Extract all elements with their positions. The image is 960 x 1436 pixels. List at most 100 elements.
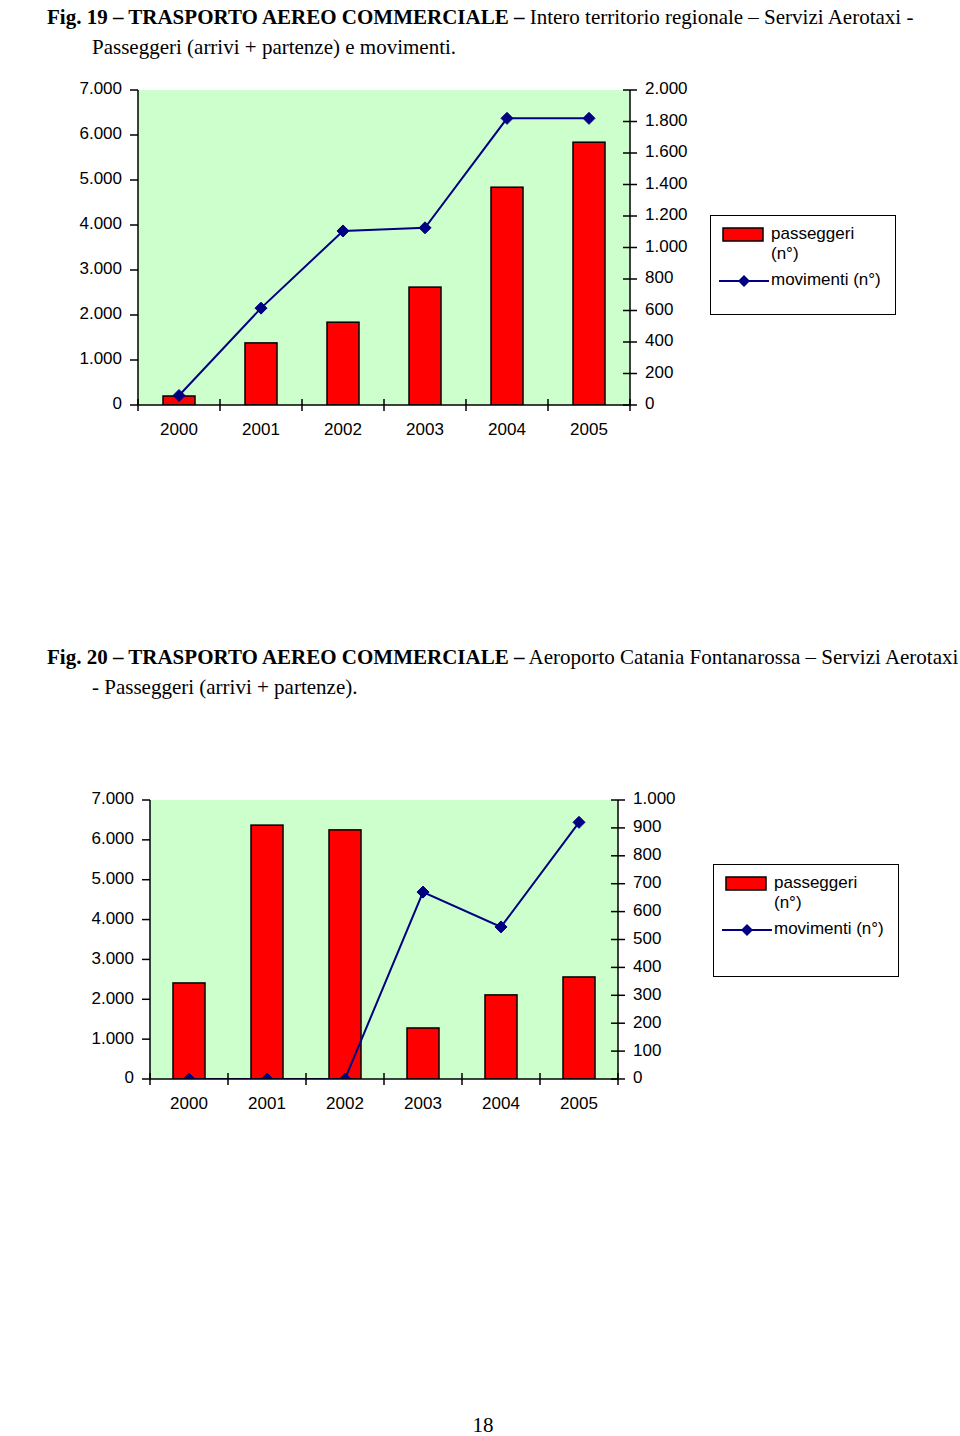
legend-label: passeggeri (n°): [774, 873, 889, 913]
y2-tick: [623, 278, 637, 280]
y2-tick: [623, 215, 637, 217]
y2-tick-label: 800: [645, 268, 673, 287]
y-tick-label: 2.000: [91, 989, 134, 1008]
y-tick-label: 7.000: [91, 789, 134, 808]
legend-swatch: [717, 224, 771, 246]
y-tick: [142, 799, 150, 801]
y2-tick-label: 500: [633, 929, 661, 948]
y2-tick-label: 400: [633, 957, 661, 976]
bar: [407, 1028, 439, 1079]
y2-tick: [611, 855, 625, 857]
y-tick-label: 5.000: [91, 869, 134, 888]
y2-tick-label: 1.800: [645, 111, 688, 130]
bar: [173, 983, 205, 1079]
legend-swatch: [720, 873, 774, 895]
y2-tick-label: 1.400: [645, 174, 688, 193]
y2-tick: [623, 247, 637, 249]
x-tick: [547, 399, 549, 411]
marker: [501, 112, 513, 124]
y2-tick-label: 400: [645, 331, 673, 350]
bar: [485, 995, 517, 1079]
y-tick: [130, 134, 138, 136]
bar: [563, 977, 595, 1079]
bar: [245, 343, 277, 405]
y2-tick-label: 600: [633, 901, 661, 920]
y2-tick-label: 0: [633, 1068, 642, 1087]
x-tick: [305, 1073, 307, 1085]
y2-tick: [623, 121, 637, 123]
y-tick-label: 4.000: [79, 214, 122, 233]
marker: [419, 222, 431, 234]
legend-entry: passeggeri (n°): [720, 873, 892, 913]
y2-tick: [611, 1022, 625, 1024]
x-tick-label: 2004: [482, 1094, 520, 1113]
y2-tick-label: 600: [645, 300, 673, 319]
y-tick: [142, 839, 150, 841]
legend-label: movimenti (n°): [774, 919, 889, 939]
marker: [173, 390, 185, 402]
y-tick-label: 7.000: [79, 79, 122, 98]
y2-tick-label: 1.600: [645, 142, 688, 161]
chart: 01.0002.0003.0004.0005.0006.0007.0000200…: [79, 79, 687, 439]
y2-tick-label: 800: [633, 845, 661, 864]
x-tick-label: 2003: [406, 420, 444, 439]
y-tick-label: 0: [113, 394, 122, 413]
legend: passeggeri (n°) movimenti (n°): [713, 864, 899, 977]
legend-label: movimenti (n°): [771, 270, 886, 290]
legend-entry: movimenti (n°): [717, 270, 889, 292]
bar: [251, 825, 283, 1079]
line: [189, 822, 579, 1079]
x-tick-label: 2001: [242, 420, 280, 439]
y2-tick: [623, 310, 637, 312]
y-tick: [142, 1078, 150, 1080]
y-tick: [130, 179, 138, 181]
legend-label: passeggeri (n°): [771, 224, 886, 264]
y-tick-label: 1.000: [79, 349, 122, 368]
y2-tick-label: 900: [633, 817, 661, 836]
bar: [573, 142, 605, 405]
legend-swatch: [717, 270, 771, 292]
y2-tick: [611, 799, 625, 801]
legend-entry: passeggeri (n°): [717, 224, 889, 264]
y2-tick-label: 1.200: [645, 205, 688, 224]
y-tick: [142, 959, 150, 961]
x-tick-label: 2003: [404, 1094, 442, 1113]
legend-entry: movimenti (n°): [720, 919, 892, 941]
y2-tick-label: 200: [645, 363, 673, 382]
x-tick-label: 2005: [570, 420, 608, 439]
chart: 01.0002.0003.0004.0005.0006.0007.0000100…: [91, 789, 675, 1113]
y2-tick-label: 200: [633, 1013, 661, 1032]
y-tick: [142, 999, 150, 1001]
bar: [491, 187, 523, 405]
x-tick: [301, 399, 303, 411]
x-tick: [383, 399, 385, 411]
y-tick: [130, 224, 138, 226]
legend-swatch-marker: [738, 275, 750, 287]
y-tick-label: 5.000: [79, 169, 122, 188]
bar: [327, 322, 359, 405]
marker: [583, 112, 595, 124]
plot-background: [150, 800, 618, 1079]
y-tick: [142, 1038, 150, 1040]
y2-tick: [623, 184, 637, 186]
x-tick-label: 2002: [324, 420, 362, 439]
x-tick: [383, 1073, 385, 1085]
marker: [261, 1073, 273, 1079]
page-number: 18: [473, 1413, 494, 1436]
x-tick-label: 2002: [326, 1094, 364, 1113]
title: Fig. 19 – TRASPORTO AEREO COMMERCIALE –: [47, 5, 524, 29]
x-tick-label: 2005: [560, 1094, 598, 1113]
bar: [409, 287, 441, 405]
marker: [417, 886, 429, 898]
y-axis: [137, 90, 139, 405]
x-tick: [227, 1073, 229, 1085]
x-tick: [539, 1073, 541, 1085]
marker: [183, 1073, 195, 1079]
marker: [255, 302, 267, 314]
caption: Fig. 20 – TRASPORTO AEREO COMMERCIALE – …: [47, 642, 960, 702]
y2-tick: [623, 373, 637, 375]
y-tick-label: 3.000: [79, 259, 122, 278]
bar: [329, 830, 361, 1079]
x-tick: [137, 399, 139, 411]
y2-tick-label: 0: [645, 394, 654, 413]
